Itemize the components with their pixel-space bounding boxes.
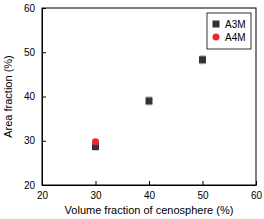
y-tick: 20 <box>24 180 46 191</box>
x-tick-mark <box>149 181 150 185</box>
legend-box <box>207 13 251 49</box>
x-axis-line <box>43 185 257 186</box>
x-axis-title: Volume fraction of cenosphere (%) <box>65 204 234 216</box>
y-tick-label: 30 <box>24 135 36 146</box>
x-tick-label: 40 <box>144 190 156 201</box>
error-bar <box>200 56 206 64</box>
series <box>92 56 206 150</box>
legend-symbol <box>213 34 220 41</box>
y-tick-label: 60 <box>24 3 36 14</box>
x-tick-mark <box>203 181 204 185</box>
legend-label: A4M <box>225 32 246 43</box>
y-tick-mark <box>42 8 46 9</box>
legend-symbol <box>213 21 220 28</box>
y-tick-mark <box>42 97 46 98</box>
point <box>92 138 99 145</box>
y-tick: 30 <box>24 135 46 146</box>
y-tick-mark <box>42 141 46 142</box>
x-tick-label: 30 <box>90 190 102 201</box>
y-tick-label: 20 <box>24 180 36 191</box>
legend: A3MA4M <box>207 13 251 49</box>
legend-label: A3M <box>225 19 246 30</box>
x-tick-mark <box>256 181 257 185</box>
y-tick-mark <box>42 185 46 186</box>
y-tick-mark <box>42 52 46 53</box>
y-tick: 40 <box>24 91 46 102</box>
series <box>92 138 99 145</box>
y-axis: 20 30 40 50 60 <box>24 3 46 191</box>
point <box>199 56 206 63</box>
error-bar <box>146 97 152 105</box>
x-tick-mark <box>96 181 97 185</box>
x-axis: 20 30 40 50 60 <box>37 181 263 201</box>
x-tick: 50 <box>197 181 209 201</box>
y-tick: 60 <box>24 3 46 14</box>
x-tick: 40 <box>144 181 156 201</box>
y-tick-label: 50 <box>24 47 36 58</box>
y-axis-title: Area fraction (%) <box>2 55 14 138</box>
plot-frame <box>42 8 256 185</box>
y-tick-label: 40 <box>24 91 36 102</box>
x-tick: 30 <box>90 181 102 201</box>
x-tick: 60 <box>251 181 263 201</box>
y-tick: 50 <box>24 47 46 58</box>
x-tick-label: 60 <box>251 190 263 201</box>
x-tick-label: 20 <box>37 190 49 201</box>
point <box>146 97 153 104</box>
chart: 20 30 40 50 60 20 30 40 50 60 Volume fraction of c… <box>0 0 264 219</box>
plot-marks <box>92 56 206 150</box>
x-tick-label: 50 <box>197 190 209 201</box>
